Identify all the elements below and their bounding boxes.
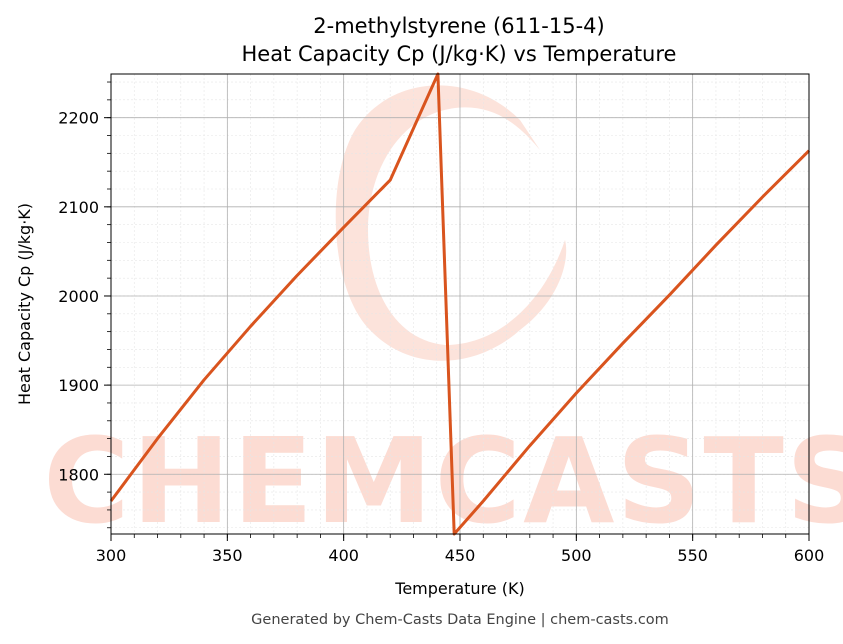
watermark: CHEMCASTS [43,85,843,550]
y-axis-label: Heat Capacity Cp (J/kg·K) [15,203,34,405]
watermark-logo-c [335,85,567,361]
y-tick-label: 1900 [58,376,99,395]
x-axis-label: Temperature (K) [394,579,524,598]
x-tick-label: 550 [677,546,708,565]
y-tick-label: 2100 [58,198,99,217]
chart-title: 2-methylstyrene (611-15-4) [313,14,604,38]
y-tick-label: 2000 [58,287,99,306]
y-axis-ticks: 1800 1900 2000 2100 2200 [58,81,111,529]
plot-area: 300 350 400 450 500 550 600 1800 1900 2000 2100 22… [58,72,825,565]
y-tick-label: 2200 [58,109,99,128]
x-tick-label: 450 [445,546,476,565]
footer-credit: Generated by Chem-Casts Data Engine | ch… [251,612,669,628]
x-tick-label: 600 [794,546,825,565]
watermark-text: CHEMCASTS [43,412,843,550]
x-axis-ticks: 300 350 400 450 500 550 600 [96,534,825,565]
x-tick-label: 500 [561,546,592,565]
y-tick-label: 1800 [58,465,99,484]
chart-subtitle: Heat Capacity Cp (J/kg·K) vs Temperature [242,42,677,66]
x-tick-label: 300 [96,546,127,565]
x-tick-label: 400 [328,546,359,565]
x-tick-label: 350 [212,546,243,565]
